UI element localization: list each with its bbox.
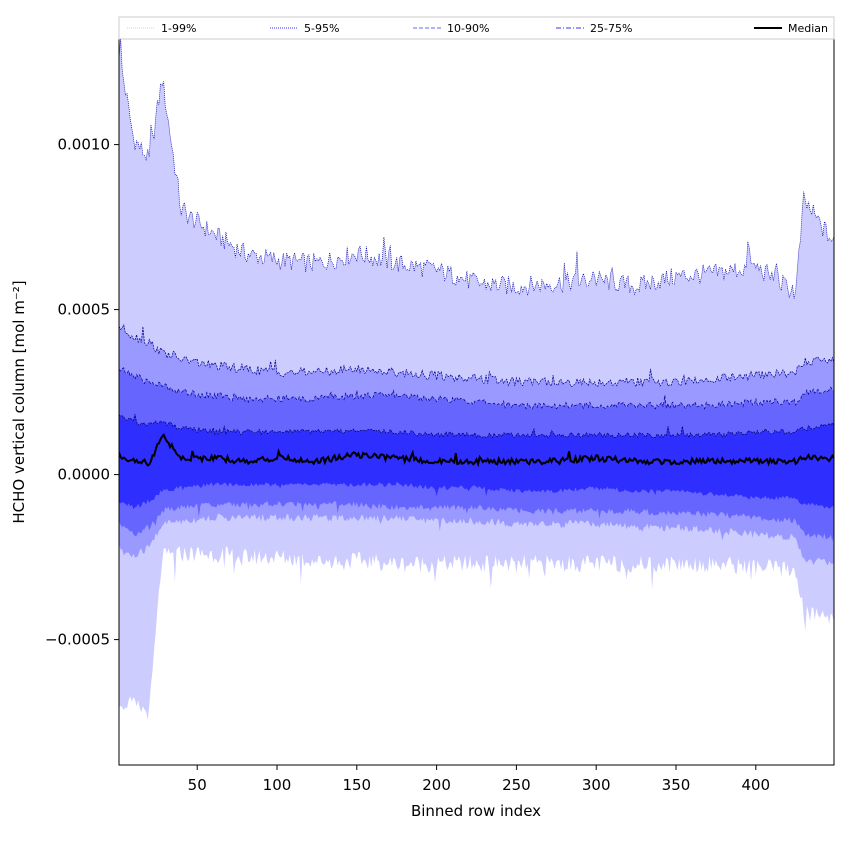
y-tick-label: 0.0005: [58, 301, 111, 319]
band-1-99pct: [119, 39, 834, 720]
legend-label: 1-99%: [161, 22, 196, 35]
legend-label: 25-75%: [590, 22, 632, 35]
x-tick-label: 100: [263, 776, 292, 794]
x-axis-title: Binned row index: [411, 802, 541, 820]
legend-label: 10-90%: [447, 22, 489, 35]
y-tick-label: 0.0010: [58, 136, 111, 154]
x-tick-label: 200: [422, 776, 451, 794]
x-tick-label: 400: [741, 776, 770, 794]
legend-label: Median: [788, 22, 828, 35]
y-tick-label: 0.0000: [58, 466, 111, 484]
legend: 1-99% 5-95% 10-90% 25-75% Median: [118, 16, 835, 40]
series-group: [119, 39, 834, 720]
median-line: [119, 433, 834, 468]
band-upper-line-5-95pct: [119, 323, 834, 388]
x-tick-label: 50: [188, 776, 207, 794]
x-tick-label: 250: [502, 776, 531, 794]
legend-box: [118, 16, 835, 40]
y-axis-title: HCHO vertical column [mol m⁻²]: [10, 280, 28, 523]
axes: 50 100 150 200 250 300 350 400 −0.0005 0.0000 0.00…: [45, 38, 835, 794]
band-upper-line-10-90pct: [119, 367, 834, 411]
band-upper-line-1-99pct: [119, 39, 834, 299]
x-tick-label: 150: [342, 776, 371, 794]
band-upper-line-25-75pct: [119, 414, 834, 439]
plot-area: [119, 39, 834, 720]
y-tick-label: −0.0005: [45, 631, 110, 649]
x-tick-label: 350: [662, 776, 691, 794]
legend-label: 5-95%: [304, 22, 339, 35]
x-tick-label: 300: [582, 776, 611, 794]
